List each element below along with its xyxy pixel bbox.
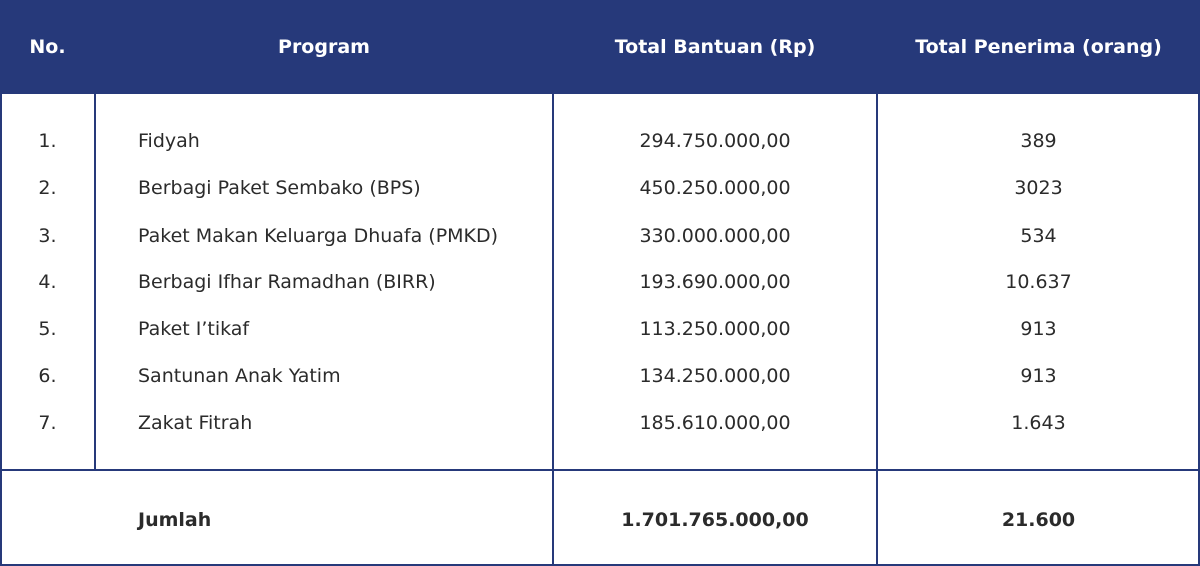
- program-name: Berbagi Ifhar Ramadhan (BIRR): [138, 271, 436, 293]
- header-cell: Total Penerima (orang): [915, 36, 1162, 58]
- value-cell: 193.690.000,00: [639, 271, 791, 293]
- row-number: 4.: [38, 271, 57, 293]
- program-name: Berbagi Paket Sembako (BPS): [138, 177, 421, 199]
- program-name: Zakat Fitrah: [138, 412, 253, 434]
- column-divider: [876, 0, 878, 566]
- value-cell: 913: [1020, 365, 1057, 387]
- value-cell: 1.643: [1011, 412, 1066, 434]
- total-value: 21.600: [1001, 509, 1076, 531]
- program-name: Paket I’tikaf: [138, 318, 250, 340]
- column-divider: [552, 0, 554, 566]
- row-number: 6.: [38, 365, 57, 387]
- value-cell: 134.250.000,00: [639, 365, 791, 387]
- value-cell: 113.250.000,00: [639, 318, 791, 340]
- header-cell: Program: [278, 36, 370, 58]
- column-divider: [94, 94, 96, 470]
- value-cell: 913: [1020, 318, 1057, 340]
- value-cell: 389: [1020, 130, 1057, 152]
- row-number: 5.: [38, 318, 57, 340]
- row-number: 2.: [38, 177, 57, 199]
- row-number: 7.: [38, 412, 57, 434]
- value-cell: 330.000.000,00: [639, 225, 791, 247]
- row-number: 1.: [38, 130, 57, 152]
- program-name: Paket Makan Keluarga Dhuafa (PMKD): [138, 225, 499, 247]
- total-label: Jumlah: [138, 509, 212, 531]
- value-cell: 3023: [1014, 177, 1063, 199]
- value-cell: 10.637: [1005, 271, 1072, 293]
- header-cell: Total Bantuan (Rp): [614, 36, 816, 58]
- value-cell: 294.750.000,00: [639, 130, 791, 152]
- program-name: Fidyah: [138, 130, 200, 152]
- total-value: 1.701.765.000,00: [621, 509, 809, 531]
- header-bar: [2, 2, 1198, 94]
- header-cell: No.: [29, 36, 66, 58]
- value-cell: 185.610.000,00: [639, 412, 791, 434]
- value-cell: 534: [1020, 225, 1057, 247]
- row-number: 3.: [38, 225, 57, 247]
- row-divider: [0, 469, 1200, 471]
- program-name: Santunan Anak Yatim: [138, 365, 341, 387]
- value-cell: 450.250.000,00: [639, 177, 791, 199]
